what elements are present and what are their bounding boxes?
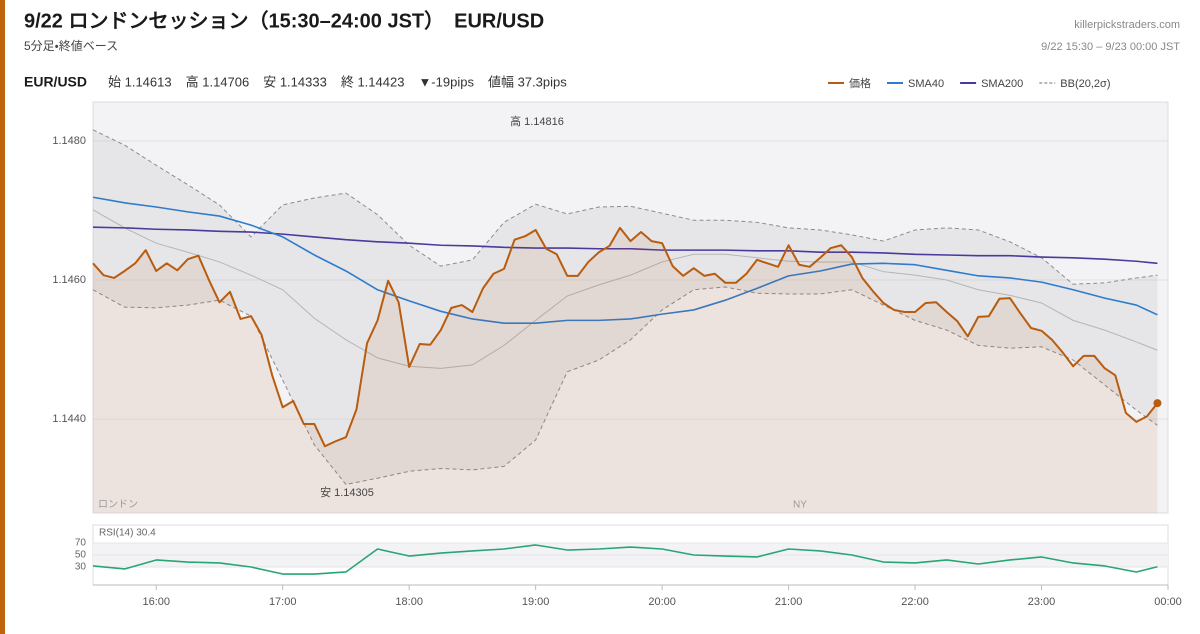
rsi-line (92, 544, 1158, 575)
x-tick-label: 16:00 (142, 596, 170, 608)
band-lower (92, 286, 1158, 486)
last-price-dot (1153, 399, 1162, 408)
plot-background (92, 101, 1169, 514)
stat-item: 値幅 37.3pips (488, 74, 567, 89)
price-area (93, 227, 1158, 513)
y-tick-label: 1.1440 (52, 413, 86, 425)
x-tick-label: 20:00 (648, 596, 676, 608)
legend-label: 価格 (849, 76, 871, 90)
legend-label: BB(20,2σ) (1060, 78, 1110, 90)
annotation: 高 1.14816 (510, 114, 564, 128)
site-name: killerpickstraders.com (1074, 19, 1180, 31)
stat-item: 始 1.14613 (108, 74, 172, 89)
subtitle: 5分足・終値ベース (24, 38, 118, 53)
x-tick-label: 19:00 (522, 596, 550, 608)
legend-label: SMA40 (908, 78, 944, 90)
page-title: 9/22 ロンドンセッション（15:30–24:00 JST） EUR/USD (24, 9, 544, 32)
stat-item: 終 1.14423 (341, 74, 405, 89)
series-line (92, 196, 1158, 324)
y-tick-label: 1.1460 (52, 274, 86, 286)
y-tick-label: 30 (75, 562, 87, 573)
x-tick-label: 21:00 (775, 596, 803, 608)
legend-label: SMA200 (981, 78, 1023, 90)
y-tick-label: 70 (75, 538, 87, 549)
x-tick-label: 00:00 (1154, 596, 1182, 608)
stat-item: 高 1.14706 (186, 74, 250, 89)
y-tick-label: 1.1480 (52, 135, 86, 147)
x-tick-label: 22:00 (901, 596, 929, 608)
y-tick-label: 50 (75, 550, 87, 561)
time-range: 9/22 15:30 – 9/23 00:00 JST (1041, 41, 1180, 53)
annotation: 安 1.14305 (320, 486, 374, 499)
band-middle (92, 209, 1158, 369)
symbol: EUR/USD (24, 74, 87, 90)
series-line (92, 226, 1159, 448)
stat-item: 安 1.14333 (263, 74, 327, 89)
accent-bar (0, 0, 5, 634)
session-label: NY (793, 500, 807, 511)
stat-item: ▼-19pips (418, 74, 474, 89)
session-label: ロンドン (98, 500, 138, 511)
x-tick-label: 18:00 (395, 596, 423, 608)
x-tick-label: 17:00 (269, 596, 297, 608)
x-tick-label: 23:00 (1028, 596, 1056, 608)
panel-title: RSI(14) 30.4 (99, 528, 156, 539)
